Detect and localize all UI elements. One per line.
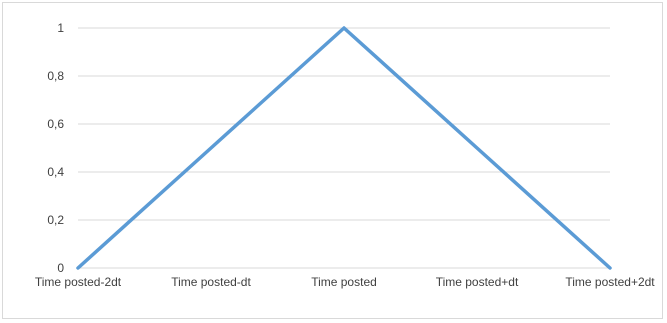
x-axis-category-labels: Time posted-2dt Time posted-dt Time posted…	[35, 275, 655, 289]
y-axis-tick-labels: 0 0,2 0,4 0,6 0,8 1	[47, 21, 64, 275]
x-category-label: Time posted-dt	[171, 275, 251, 289]
x-category-label: Time posted-2dt	[35, 275, 122, 289]
y-tick-label: 0,6	[47, 117, 64, 131]
series-lines	[76, 26, 612, 270]
x-category-label: Time posted	[311, 275, 377, 289]
x-category-label: Time posted+dt	[436, 275, 519, 289]
x-category-label: Time posted+2dt	[565, 275, 655, 289]
y-tick-label: 0,8	[47, 69, 64, 83]
y-tick-label: 0	[57, 261, 64, 275]
series-line	[76, 26, 612, 270]
y-tick-label: 0,2	[47, 213, 64, 227]
gridlines	[78, 27, 610, 269]
chart-frame	[2, 2, 663, 319]
y-tick-label: 0,4	[47, 165, 64, 179]
y-tick-label: 1	[57, 21, 64, 35]
